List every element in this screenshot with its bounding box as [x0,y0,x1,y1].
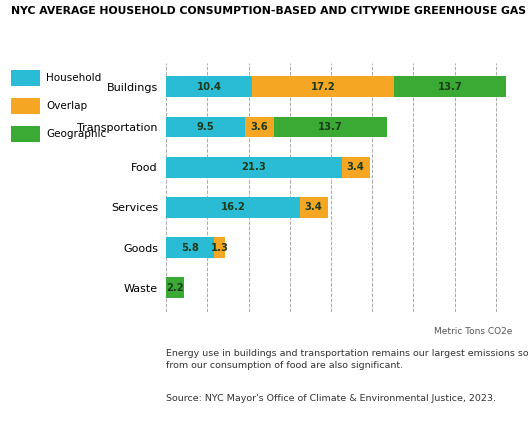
Text: Energy use in buildings and transportation remains our largest emissions source,: Energy use in buildings and transportati… [166,349,528,370]
Text: 3.6: 3.6 [250,122,268,132]
Text: 9.5: 9.5 [196,122,214,132]
Bar [342,157,370,178]
Text: 13.7: 13.7 [438,82,463,92]
Text: Household: Household [46,73,101,83]
Bar [166,237,214,258]
Text: 10.4: 10.4 [196,82,222,92]
Bar [166,157,342,178]
Bar [166,116,244,137]
Bar [252,77,393,97]
Bar [166,277,184,298]
Bar [300,197,328,218]
Text: Overlap: Overlap [46,101,87,111]
Bar [274,116,387,137]
Text: 16.2: 16.2 [221,202,246,212]
Bar [166,77,252,97]
Text: NYC AVERAGE HOUSEHOLD CONSUMPTION-BASED AND CITYWIDE GREENHOUSE GAS INVENTORY: NYC AVERAGE HOUSEHOLD CONSUMPTION-BASED … [11,6,528,16]
Text: 3.4: 3.4 [347,162,365,172]
Text: 1.3: 1.3 [211,242,229,252]
Text: 17.2: 17.2 [310,82,335,92]
Bar [393,77,506,97]
Text: Metric Tons CO2e: Metric Tons CO2e [434,327,512,336]
Bar [166,197,300,218]
Bar [244,116,274,137]
Bar [214,237,225,258]
Text: 3.4: 3.4 [305,202,323,212]
Text: Source: NYC Mayor's Office of Climate & Environmental Justice, 2023.: Source: NYC Mayor's Office of Climate & … [166,394,496,403]
Text: 5.8: 5.8 [181,242,199,252]
Text: 13.7: 13.7 [318,122,343,132]
Text: Geographic: Geographic [46,129,106,139]
Text: 2.2: 2.2 [166,283,184,293]
Text: 21.3: 21.3 [242,162,267,172]
